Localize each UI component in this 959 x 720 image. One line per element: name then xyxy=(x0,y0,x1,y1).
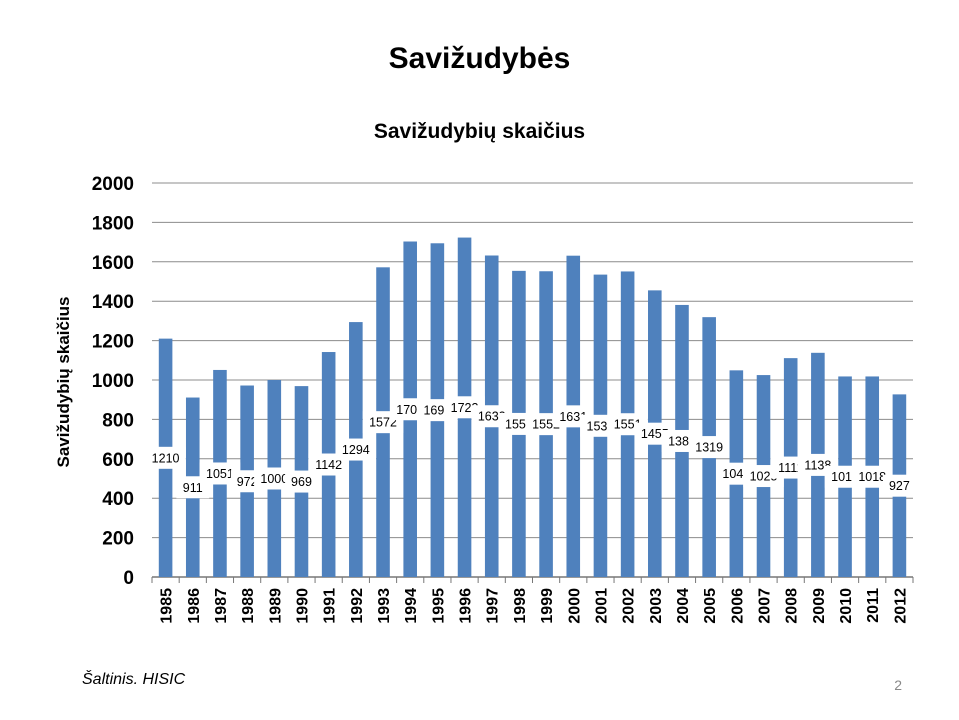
x-tick-label: 1999 xyxy=(539,588,556,624)
data-label-box xyxy=(254,467,295,490)
data-label-box xyxy=(335,438,377,461)
x-tick-label: 1997 xyxy=(485,588,502,624)
x-tick-label: 1986 xyxy=(186,588,203,624)
source-note: Šaltinis. HISIC xyxy=(82,671,186,688)
slide-title: Savižudybės xyxy=(388,42,571,75)
data-label-box xyxy=(883,474,916,497)
bars xyxy=(158,237,907,578)
data-label-box xyxy=(199,462,241,485)
x-tick-label: 1995 xyxy=(430,588,447,624)
data-label: 1018 xyxy=(858,470,886,484)
x-tick-label: 2007 xyxy=(757,588,774,624)
x-tick-label: 1987 xyxy=(213,588,230,624)
x-tick-label: 2004 xyxy=(675,588,692,624)
page-number: 2 xyxy=(894,677,902,693)
data-label: 1111 xyxy=(778,461,803,475)
data-label: 927 xyxy=(889,479,910,493)
y-axis-ticks: 0 200 400 600 800 1000 1200 1400 1600 1800 2000 xyxy=(92,174,134,589)
data-label: 1138 xyxy=(804,458,831,472)
x-tick-label: 2010 xyxy=(838,588,855,624)
x-tick-label: 1989 xyxy=(267,588,284,624)
data-label: 1210 xyxy=(152,451,180,465)
x-tick-label: 1993 xyxy=(376,588,393,624)
x-tick-label: 2005 xyxy=(702,588,719,624)
x-tick-label: 2001 xyxy=(593,588,610,624)
data-label-box xyxy=(285,470,318,493)
y-tick-label: 1000 xyxy=(92,371,134,392)
x-tick-label: 1991 xyxy=(322,588,339,624)
x-tick-label: 1988 xyxy=(240,588,257,624)
y-tick-label: 600 xyxy=(102,450,134,471)
y-tick-label: 200 xyxy=(102,529,134,550)
data-label-box xyxy=(145,446,186,469)
y-tick-label: 800 xyxy=(102,410,134,431)
y-tick-label: 1600 xyxy=(92,253,134,274)
x-tick-label: 2008 xyxy=(784,588,801,624)
x-tick-label: 1992 xyxy=(349,588,366,624)
data-label: 1319 xyxy=(695,441,723,455)
x-tick-label: 1994 xyxy=(403,588,420,624)
x-tick-label: 2003 xyxy=(648,588,665,624)
data-label: 1000 xyxy=(260,472,288,486)
y-tick-label: 400 xyxy=(102,489,134,510)
data-label-box xyxy=(688,436,730,459)
x-tick-label: 2012 xyxy=(892,588,909,624)
y-tick-label: 2000 xyxy=(92,174,134,195)
data-label: 911 xyxy=(183,481,203,495)
x-tick-label: 2006 xyxy=(729,588,746,624)
data-label: 972 xyxy=(237,475,258,489)
x-tick-label: 1996 xyxy=(458,588,475,624)
chart-title: Savižudybių skaičius xyxy=(373,120,586,143)
x-tick-label: 2009 xyxy=(811,588,828,624)
data-label: 1294 xyxy=(342,443,370,457)
data-label: 969 xyxy=(291,475,312,489)
data-label: 1051 xyxy=(206,467,234,481)
x-tick-label: 1990 xyxy=(294,588,311,624)
x-tick-label: 2011 xyxy=(865,588,882,623)
y-tick-label: 1400 xyxy=(92,292,134,313)
y-tick-label: 1200 xyxy=(92,332,134,353)
y-tick-label: 1800 xyxy=(92,213,134,234)
y-axis-label: Savižudybių skaičius xyxy=(54,296,73,467)
x-tick-label: 1998 xyxy=(512,588,529,624)
gridlines xyxy=(151,182,914,583)
x-tick-label: 2000 xyxy=(566,588,583,624)
x-tick-label: 1985 xyxy=(159,588,176,624)
data-label: 1142 xyxy=(315,458,342,472)
x-axis-ticks: 1985 1986 1987 1988 1989 1990 1991 1992 1993 1994… xyxy=(159,588,910,624)
y-tick-label: 0 xyxy=(123,568,134,589)
x-tick-label: 2002 xyxy=(621,588,638,624)
data-label-box xyxy=(852,465,893,488)
